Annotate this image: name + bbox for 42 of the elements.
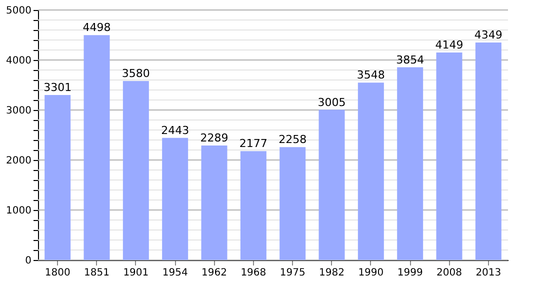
data-label: 4349: [474, 28, 502, 42]
data-label: 2289: [200, 132, 228, 145]
x-tick-label: 1968: [240, 268, 266, 278]
y-tick-label: 1000: [6, 206, 32, 216]
x-tick-label: 1851: [84, 268, 110, 278]
x-tick-label: 1990: [358, 268, 384, 278]
x-tick-label: 1975: [280, 268, 306, 278]
x-tick-label: 1999: [397, 268, 423, 278]
y-tick-label: 0: [25, 256, 32, 266]
y-tick-label: 4000: [6, 56, 32, 66]
data-label: 4149: [435, 38, 464, 52]
x-tick-label: 1982: [319, 268, 344, 278]
bar: [358, 82, 384, 260]
x-tick-label: 1901: [123, 268, 149, 278]
x-tick-label: 1954: [162, 268, 188, 278]
y-tick-label: 2000: [6, 156, 32, 166]
bar: [84, 35, 110, 260]
data-label: 2443: [161, 124, 190, 137]
x-tick-label: 1962: [202, 268, 227, 278]
x-tick-label: 1800: [44, 268, 70, 278]
data-label: 4498: [82, 21, 111, 34]
bar: [475, 42, 502, 260]
y-tick-label: 3000: [6, 106, 32, 116]
bar: [280, 147, 306, 260]
bar: [201, 146, 228, 260]
x-tick-label: 2013: [476, 268, 502, 278]
y-tick-label: 5000: [6, 6, 32, 16]
bar: [240, 151, 266, 260]
data-label: 3301: [44, 80, 72, 94]
bar: [397, 67, 424, 260]
data-label: 2258: [278, 133, 307, 146]
bar: [436, 52, 462, 260]
data-label: 3005: [318, 96, 346, 109]
data-label: 3548: [356, 68, 385, 82]
data-label: 2177: [239, 137, 268, 150]
bar: [318, 110, 345, 260]
data-label: 3580: [122, 67, 150, 80]
bar: [162, 138, 188, 260]
bar: [122, 81, 149, 260]
data-label: 3854: [396, 53, 424, 66]
x-tick-label: 2008: [436, 268, 462, 278]
bar: [44, 94, 71, 260]
